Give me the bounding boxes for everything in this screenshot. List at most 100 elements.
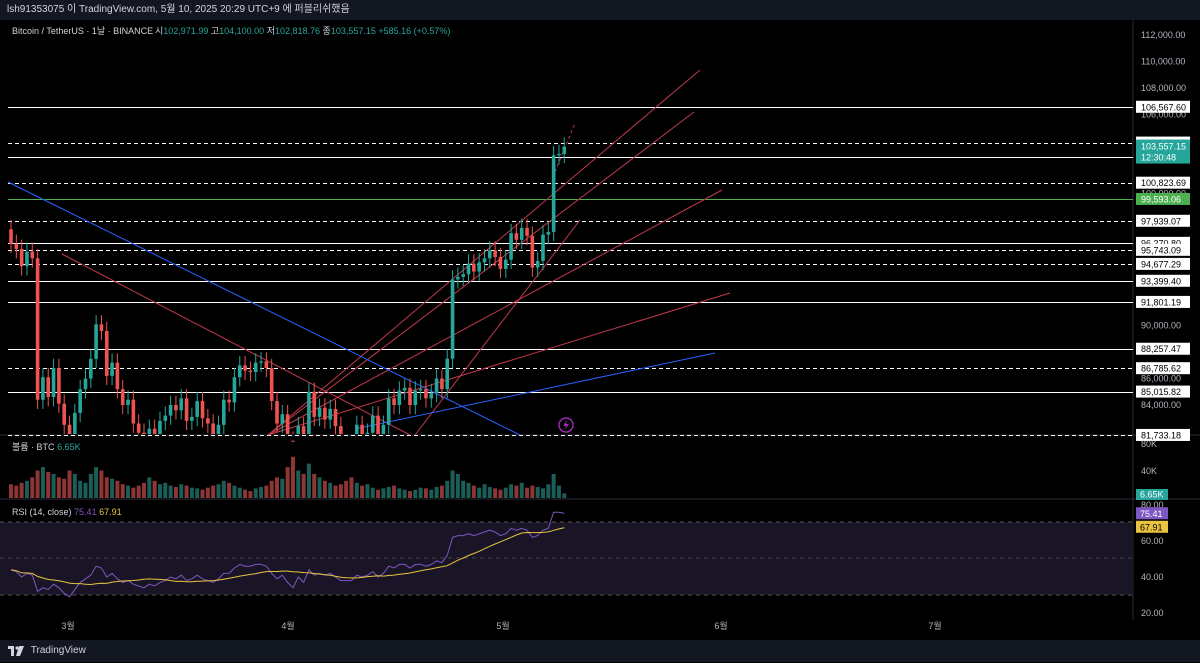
candle-body (195, 401, 199, 417)
volume-bar (163, 482, 168, 498)
level-label-box (1136, 243, 1190, 256)
candle (216, 415, 221, 434)
fan-line-lower[interactable] (267, 292, 731, 436)
price-axis[interactable]: 112,000.00 110,000.00 108,000.00 106,000.00… (1136, 30, 1190, 618)
candle-body (120, 389, 125, 405)
candle (445, 349, 450, 399)
candle-body (46, 377, 51, 398)
tradingview-logo-icon (8, 646, 24, 656)
brand-name: TradingView (30, 645, 86, 656)
volume-bar (381, 488, 386, 498)
level-label-box (1136, 428, 1190, 441)
candle (493, 241, 497, 267)
volume-bar (514, 485, 519, 498)
candle-body (328, 408, 332, 420)
volume-bar (376, 489, 381, 498)
volume-bar (99, 470, 104, 498)
price-tick-label: 86,000.00 (1141, 374, 1181, 384)
volume-bar (344, 480, 349, 498)
volume-bar (51, 473, 56, 498)
candle-body (14, 243, 19, 250)
volume-bar (264, 485, 269, 498)
candle-body (365, 432, 370, 434)
candle-body (179, 398, 184, 411)
candle (307, 382, 311, 434)
candle-body (429, 393, 434, 399)
candle (184, 389, 189, 431)
descending-blue-line[interactable] (7, 181, 521, 436)
volume-bar (275, 477, 279, 498)
candle (275, 391, 279, 433)
candle-body (301, 426, 306, 434)
candle (179, 389, 184, 420)
candle (514, 223, 519, 250)
candle-body (339, 426, 343, 434)
volume-tick-label: 80K (1141, 439, 1157, 449)
level-label-box (1136, 274, 1190, 287)
time-axis[interactable]: 3월 4월 5월 6월 7월 (61, 620, 941, 631)
fan-line-breakout[interactable] (414, 219, 581, 436)
fan-line-mid[interactable] (267, 189, 723, 436)
volume-bar (493, 488, 498, 498)
candles[interactable] (9, 137, 567, 442)
candle-body (253, 362, 258, 372)
volume-bar (509, 484, 514, 498)
volume-bar (360, 485, 365, 498)
candle-body (94, 324, 98, 359)
volume-bar (126, 485, 131, 498)
candle-body (62, 403, 66, 425)
candle (51, 358, 56, 407)
candle (339, 416, 343, 434)
candle-body (307, 391, 311, 434)
level-label: 97,939.07 (1141, 216, 1181, 226)
volume-bar (349, 477, 354, 498)
volume-bar (285, 467, 290, 498)
candle-body (89, 358, 93, 379)
level-label: 106,567.60 (1141, 102, 1186, 112)
price-chart[interactable]: Bitcoin / TetherUS · 1날 · BINANCE 시102,9… (0, 20, 1200, 640)
current-price-label: 103,557.15 (1141, 142, 1186, 152)
volume-bar (211, 485, 216, 498)
candle-body (232, 377, 237, 403)
time-tick-label: 4월 (281, 620, 294, 631)
candle (35, 249, 40, 409)
rsi-value-tag (1136, 507, 1168, 520)
candle (232, 368, 237, 412)
candle-body (424, 389, 428, 399)
candle (402, 378, 407, 400)
volume-bar (72, 473, 77, 498)
volume-bar (200, 489, 205, 498)
level-label-box (1136, 342, 1190, 355)
volume-bar (471, 485, 476, 498)
legend-symbol[interactable]: Bitcoin / TetherUS · 1날 · BINANCE (12, 26, 153, 36)
ascending-blue-line[interactable] (354, 352, 716, 430)
candle-body (200, 401, 205, 419)
candle-body (158, 420, 162, 434)
lightning-icon[interactable] (558, 417, 574, 433)
candle-body (30, 251, 35, 259)
candle (466, 254, 471, 284)
descending-red-line[interactable] (61, 253, 411, 436)
volume-bar (408, 491, 412, 498)
volume-bar (482, 484, 487, 498)
rsi-label[interactable]: RSI (14, close) 75.41 67.91 (12, 507, 122, 517)
rsi-value-label: 75.41 (1140, 509, 1163, 519)
candle-body (227, 399, 231, 403)
volume-bar (40, 467, 45, 498)
volume-bar (152, 480, 157, 498)
volume-bar (556, 485, 561, 498)
volume-label[interactable]: 볼륨 · BTC 6.65K (12, 442, 81, 452)
level-label-box (1136, 385, 1190, 398)
rsi-ma-line (10, 527, 565, 586)
volume-bar (397, 488, 402, 498)
horizontal-levels[interactable] (8, 107, 1133, 436)
rsi-tick-label: 80.00 (1141, 500, 1164, 510)
candle (381, 415, 386, 434)
candle-body (35, 258, 40, 400)
volume-bar (434, 487, 439, 498)
candle (392, 389, 396, 415)
volume-bar (487, 487, 492, 498)
candle-body (418, 389, 423, 391)
trend-drawings[interactable] (7, 69, 731, 436)
fan-line-upper[interactable] (267, 111, 695, 436)
